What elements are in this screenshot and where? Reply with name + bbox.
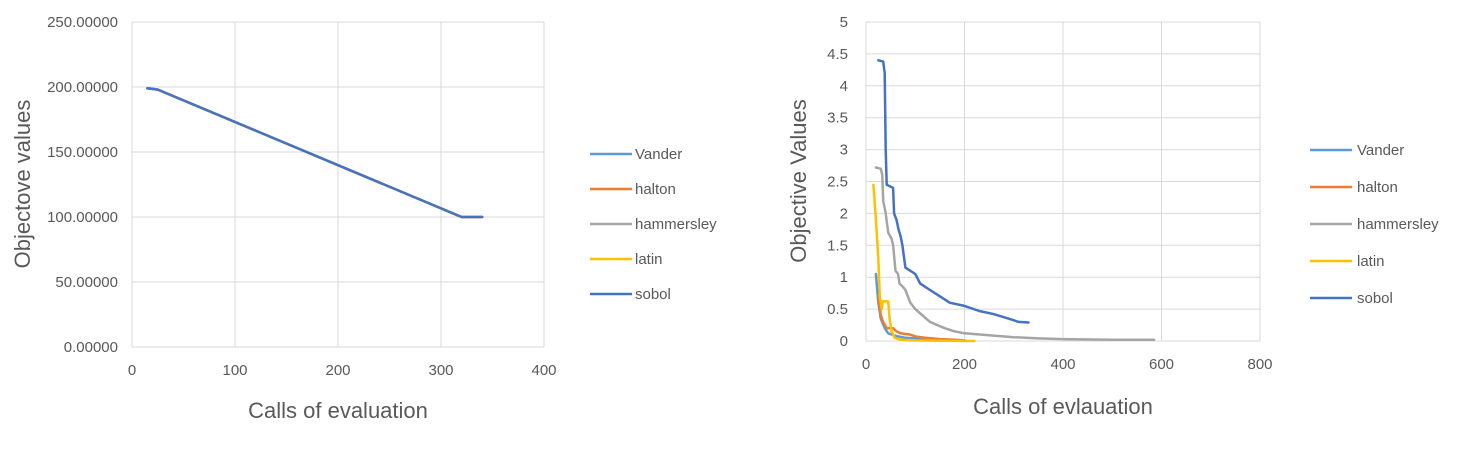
chart2-series-line-latin [872, 183, 976, 343]
chart2-x-tick-label: 600 [1149, 356, 1174, 373]
chart2-y-tick-label: 4.5 [827, 46, 848, 63]
chart2-x-tick-label: 800 [1247, 356, 1272, 373]
chart2-x-axis-title: Calls of evlauation [973, 394, 1153, 419]
chart1-legend-label-halton: halton [635, 181, 676, 198]
chart1-y-tick-label: 200.00000 [47, 79, 118, 96]
chart2-series-line-halton [877, 295, 966, 342]
chart2-series-line-sobol [877, 59, 1030, 324]
chart1-y-tick-label: 150.00000 [47, 144, 118, 161]
chart1-y-tick-label: 0.00000 [64, 339, 118, 356]
chart1-x-tick-label: 300 [428, 362, 453, 379]
chart2-legend-label-latin: latin [1357, 253, 1385, 270]
chart2-x-tick-label: 200 [952, 356, 977, 373]
chart1-y-tick-label: 50.00000 [55, 274, 118, 291]
chart1-legend-label-latin: latin [635, 251, 663, 268]
chart1-x-tick-label: 0 [128, 362, 136, 379]
chart1-x-tick-label: 100 [222, 362, 247, 379]
chart2-y-tick-label: 2 [840, 205, 848, 222]
chart2-y-tick-label: 0 [840, 333, 848, 350]
chart1-y-tick-label: 100.00000 [47, 209, 118, 226]
chart2-x-tick-label: 400 [1050, 356, 1075, 373]
chart2-y-tick-label: 3 [840, 142, 848, 159]
chart2-y-tick-label: 1 [840, 269, 848, 286]
chart2-legend-label-sobol: sobol [1357, 290, 1393, 307]
chart2-y-tick-label: 1.5 [827, 237, 848, 254]
chart2-series-line-hammersley [874, 166, 1156, 341]
chart2-y-tick-label: 0.5 [827, 301, 848, 318]
chart1-x-tick-label: 200 [325, 362, 350, 379]
chart1-series-line-sobol [146, 87, 484, 219]
chart1-legend-label-sobol: sobol [635, 286, 671, 303]
chart2-legend-label-Vander: Vander [1357, 142, 1404, 159]
chart1-legend-label-Vander: Vander [635, 146, 682, 163]
chart1-x-tick-label: 400 [531, 362, 556, 379]
chart2-y-tick-label: 3.5 [827, 110, 848, 127]
chart1-x-axis-title: Calls of evaluation [248, 398, 428, 423]
chart1-legend-label-hammersley: hammersley [635, 216, 717, 233]
chart2-legend-label-halton: halton [1357, 179, 1398, 196]
chart2-x-tick-label: 0 [862, 356, 870, 373]
chart2-y-axis-title: Objective Values [786, 99, 811, 262]
chart1-y-tick-label: 250.00000 [47, 14, 118, 31]
chart2-y-tick-label: 5 [840, 14, 848, 31]
chart2-legend-label-hammersley: hammersley [1357, 216, 1439, 233]
chart1-y-axis-title: Objectove values [10, 100, 35, 269]
chart2-y-tick-label: 4 [840, 78, 848, 95]
chart2-y-tick-label: 2.5 [827, 174, 848, 191]
